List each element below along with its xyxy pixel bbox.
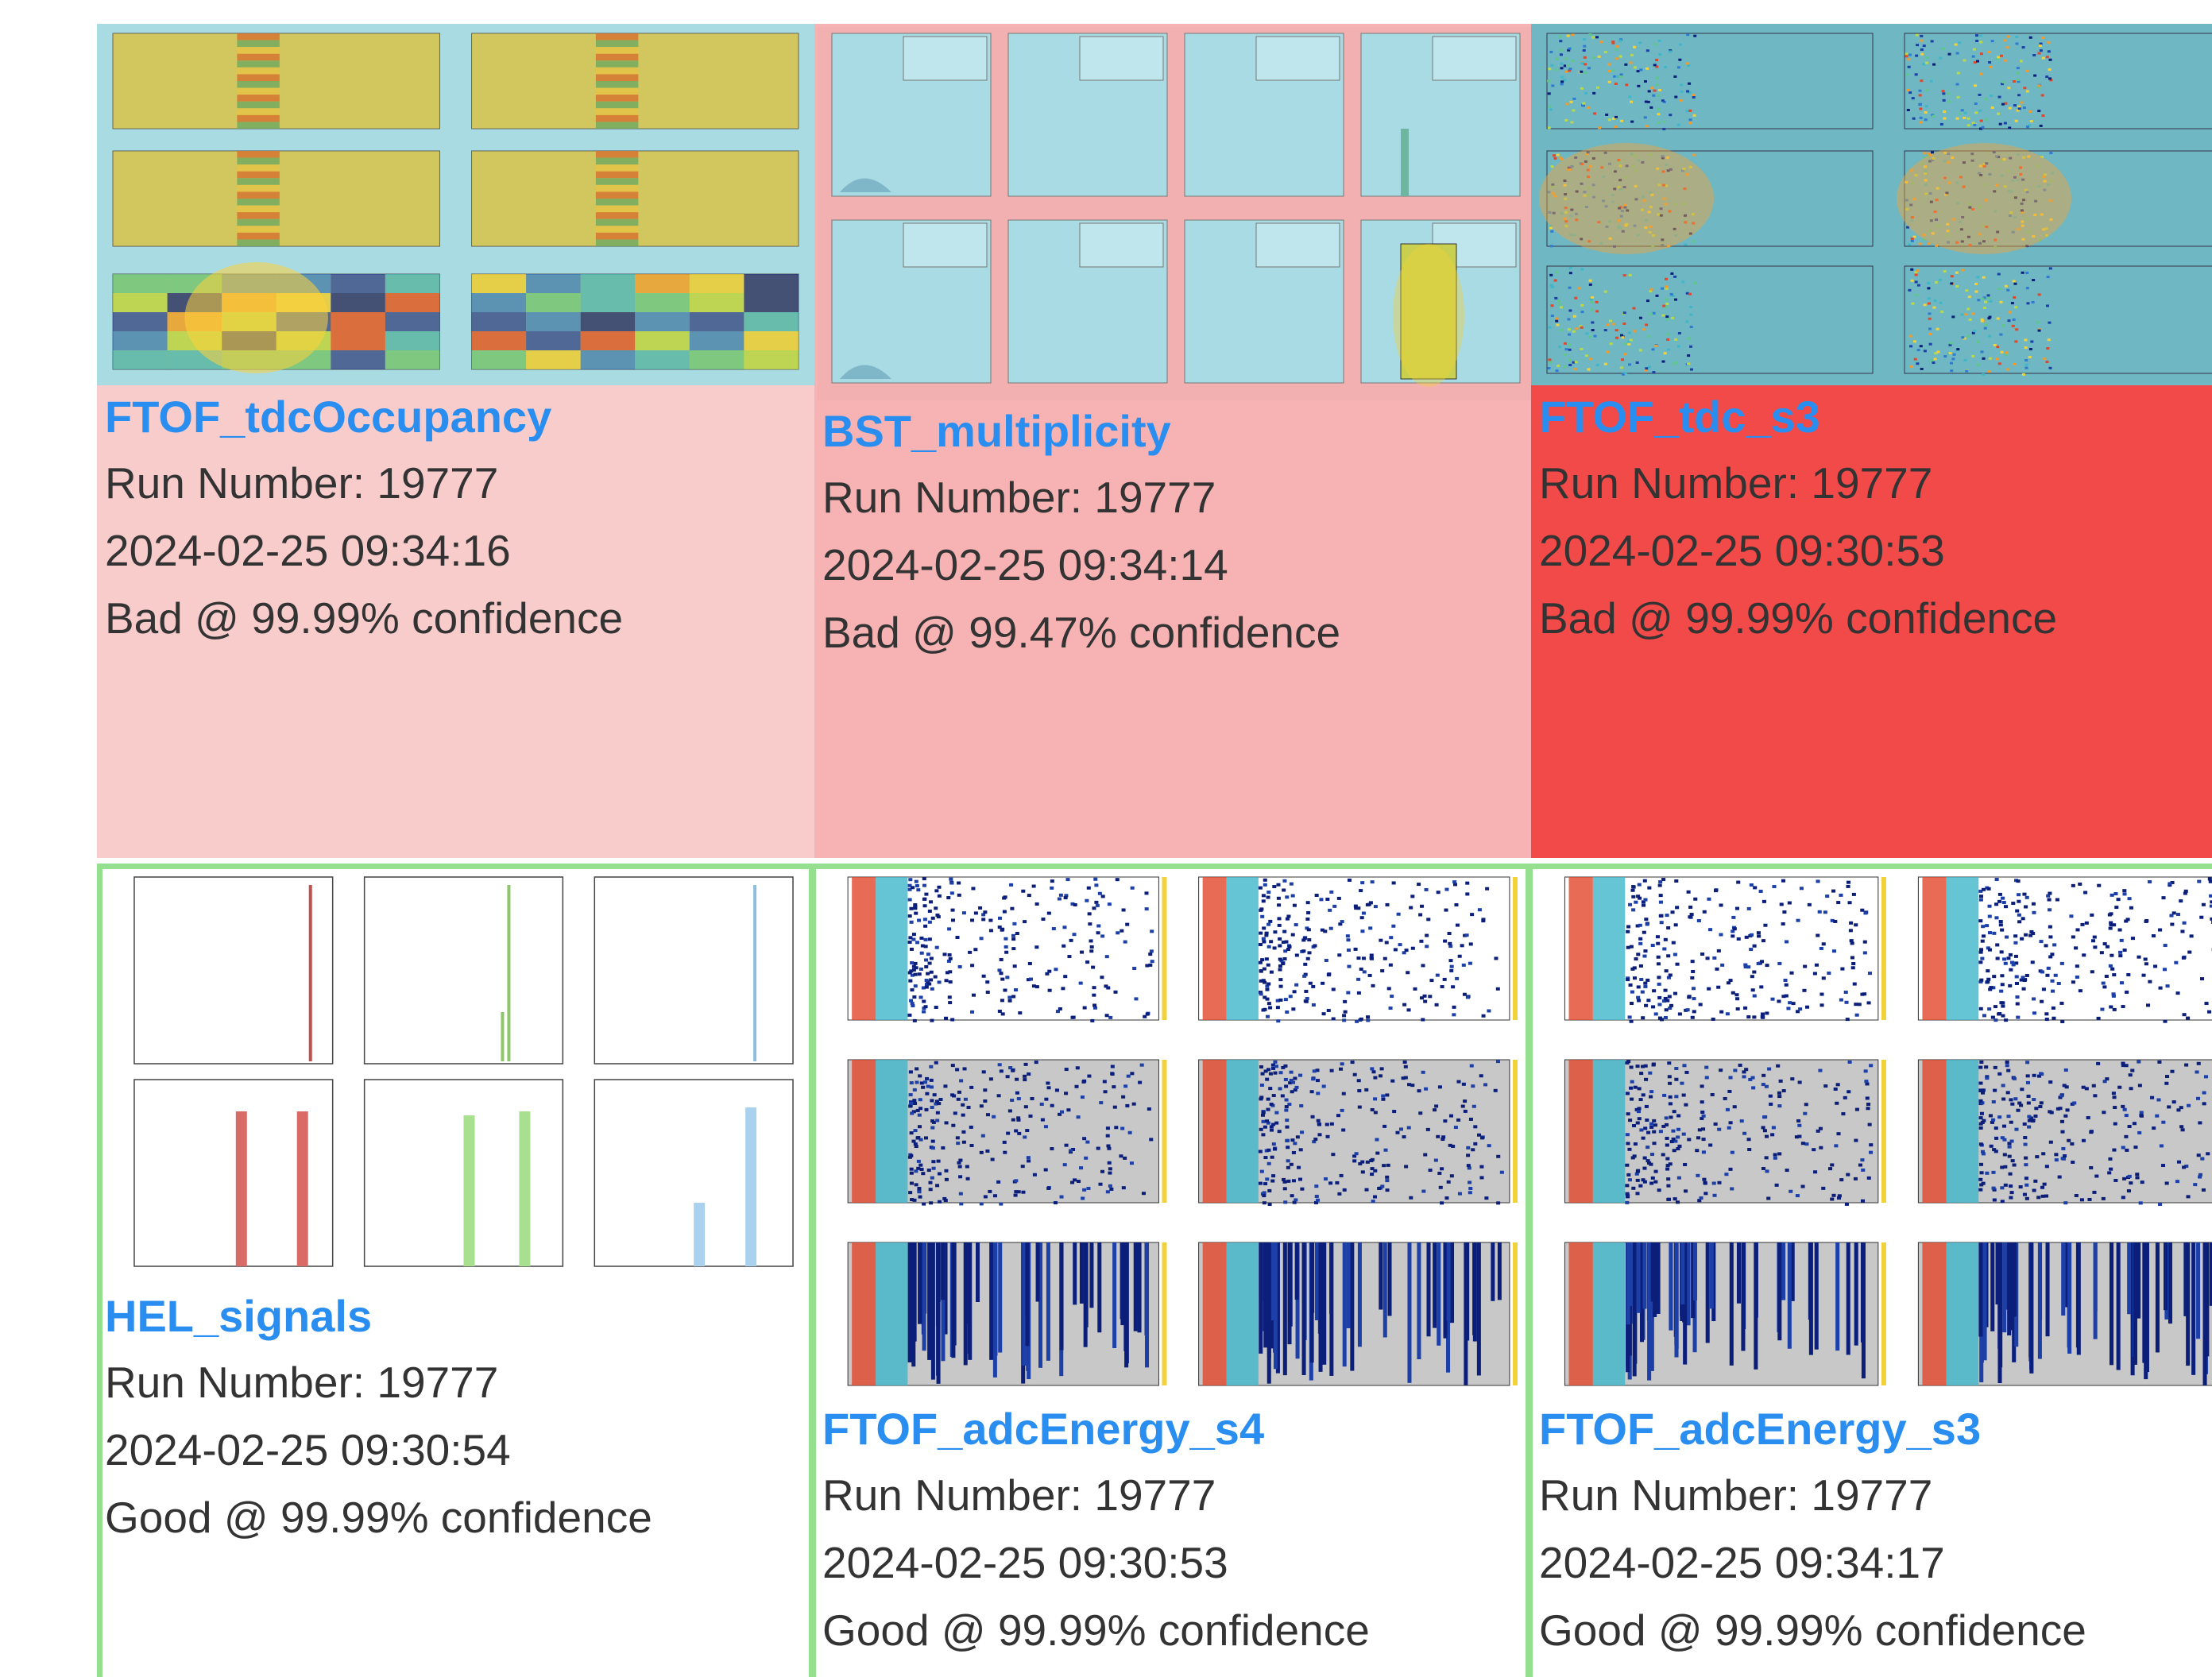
result-card-bad[interactable]: BST_multiplicity Run Number: 19777 2024-…	[814, 24, 1531, 858]
plot-thumbnail[interactable]	[816, 869, 1526, 1397]
plot-thumbnail[interactable]	[97, 24, 814, 385]
result-card-bad[interactable]: FTOF_tdcOccupancy Run Number: 19777 2024…	[97, 24, 814, 858]
card-title-link[interactable]: BST_multiplicity	[822, 406, 1171, 456]
confidence-verdict: Good @ 99.99% confidence	[105, 1493, 652, 1542]
run-number: Run Number: 19777	[105, 1358, 499, 1407]
card-title-link[interactable]: FTOF_tdcOccupancy	[105, 392, 552, 442]
timestamp: 2024-02-25 09:34:16	[105, 526, 511, 575]
run-number: Run Number: 19777	[822, 1470, 1216, 1520]
confidence-verdict: Bad @ 99.47% confidence	[822, 608, 1341, 657]
run-number: Run Number: 19777	[1539, 458, 1933, 508]
result-card-good[interactable]: FTOF_adcEnergy_s4 Run Number: 19777 2024…	[810, 864, 1531, 1677]
timestamp: 2024-02-25 09:30:53	[822, 1538, 1228, 1587]
result-card-good[interactable]: FTOF_adcEnergy_s3 Run Number: 19777 2024…	[1527, 864, 2212, 1677]
result-card-bad[interactable]: FTOF_tdc_s3 Run Number: 19777 2024-02-25…	[1531, 24, 2212, 858]
card-title-link[interactable]: FTOF_tdc_s3	[1539, 392, 1820, 442]
timestamp: 2024-02-25 09:34:17	[1539, 1538, 1945, 1587]
confidence-verdict: Good @ 99.99% confidence	[822, 1606, 1370, 1655]
run-number: Run Number: 19777	[105, 458, 499, 508]
confidence-verdict: Good @ 99.99% confidence	[1539, 1606, 2086, 1655]
confidence-verdict: Bad @ 99.99% confidence	[1539, 593, 2058, 643]
run-number: Run Number: 19777	[822, 473, 1216, 522]
card-title-link[interactable]: HEL_signals	[105, 1291, 373, 1341]
timestamp: 2024-02-25 09:34:14	[822, 540, 1228, 589]
result-card-good[interactable]: HEL_signals Run Number: 19777 2024-02-25…	[97, 864, 814, 1677]
card-title-link[interactable]: FTOF_adcEnergy_s3	[1539, 1404, 1982, 1454]
plot-thumbnail[interactable]	[818, 27, 1531, 400]
confidence-verdict: Bad @ 99.99% confidence	[105, 593, 624, 643]
timestamp: 2024-02-25 09:30:53	[1539, 526, 1945, 575]
plot-thumbnail[interactable]	[1533, 869, 2212, 1397]
timestamp: 2024-02-25 09:30:54	[105, 1425, 511, 1474]
plot-thumbnail[interactable]	[1531, 24, 2212, 385]
run-number: Run Number: 19777	[1539, 1470, 1933, 1520]
plot-thumbnail[interactable]	[102, 869, 809, 1282]
card-title-link[interactable]: FTOF_adcEnergy_s4	[822, 1404, 1265, 1454]
